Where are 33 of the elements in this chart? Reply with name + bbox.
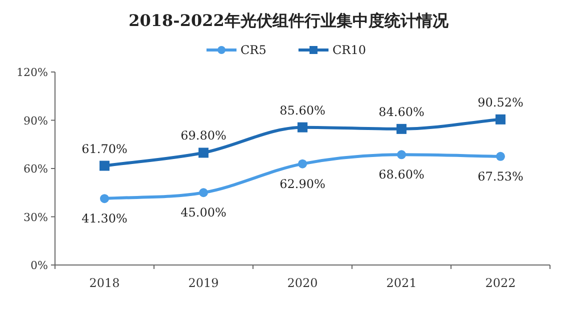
x-tick-label: 2022	[485, 276, 516, 290]
data-label: 67.53%	[478, 169, 524, 184]
data-label: 45.00%	[180, 206, 226, 220]
point	[100, 160, 110, 171]
point	[397, 150, 406, 160]
x-tick-label: 2020	[287, 276, 318, 290]
chart-title: 2018-2022年光伏组件行业集中度统计情况	[128, 11, 450, 30]
point	[496, 152, 505, 161]
data-label: 85.60%	[280, 103, 326, 118]
y-tick-label: 0%	[30, 259, 48, 272]
point	[298, 122, 308, 132]
point	[496, 114, 506, 124]
point	[100, 194, 109, 204]
legend-label: CR10	[332, 43, 366, 57]
data-label: 90.52%	[478, 95, 524, 110]
x-tick-label: 2019	[188, 276, 219, 290]
data-label: 61.70%	[82, 142, 128, 156]
y-tick-label: 90%	[24, 114, 48, 128]
data-label: 68.60%	[378, 168, 424, 182]
x-tick-label: 2021	[386, 276, 417, 290]
legend-label: CR5	[240, 43, 266, 57]
point	[199, 188, 208, 198]
y-tick-label: 60%	[24, 162, 48, 176]
data-label: 41.30%	[82, 212, 128, 226]
y-tick-label: 120%	[16, 66, 48, 79]
point	[198, 148, 208, 158]
point	[396, 124, 406, 134]
x-tick-label: 2018	[89, 276, 120, 290]
data-label: 84.60%	[378, 104, 424, 119]
data-label: 62.90%	[280, 176, 326, 191]
point	[298, 159, 307, 168]
data-label: 69.80%	[180, 128, 226, 143]
y-tick-label: 30%	[24, 210, 48, 224]
